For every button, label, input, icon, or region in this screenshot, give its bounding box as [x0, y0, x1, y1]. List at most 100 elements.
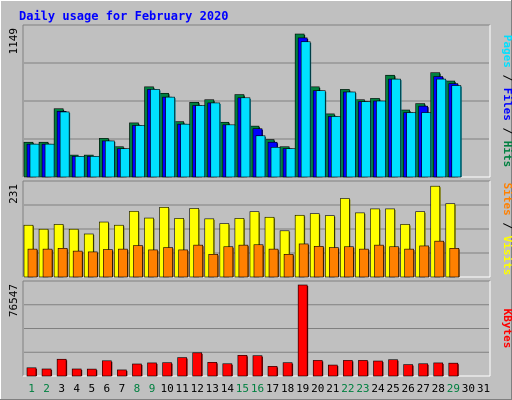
bar-pages-day-15: [240, 97, 251, 178]
x-tick-label-7: 7: [119, 382, 126, 395]
bar-kbytes-day-16: [252, 355, 263, 377]
bar-sites-day-10: [163, 247, 173, 278]
bar-kbytes-day-7: [117, 369, 127, 377]
bar-pages-day-18: [285, 148, 296, 178]
x-tick-label-19: 19: [296, 382, 309, 395]
chart-panel-3: 76547 KBytes: [7, 280, 512, 377]
bar-pages-day-3: [59, 111, 70, 178]
bar-kbytes-day-19: [297, 284, 308, 377]
bar-sites-day-7: [118, 248, 128, 278]
x-tick-label-23: 23: [356, 382, 369, 395]
bar-sites-day-19: [298, 243, 309, 278]
bar-kbytes-day-25: [388, 359, 398, 377]
legend-1: Pages / Files / Hits: [501, 35, 512, 168]
bar-pages-day-2: [44, 143, 55, 178]
bar-kbytes-day-15: [237, 355, 248, 377]
bar-pages-day-20: [315, 90, 326, 178]
bar-sites-day-6: [103, 249, 113, 278]
legend-3: KBytes: [501, 309, 512, 349]
bar-pages-day-23: [361, 101, 371, 178]
bar-kbytes-day-4: [71, 368, 82, 377]
bar-pages-day-16: [255, 135, 266, 178]
legend-entry-visits: Visits: [501, 236, 512, 276]
bar-pages-day-14: [225, 124, 236, 178]
bar-pages-day-6: [105, 140, 115, 178]
bar-pages-day-28: [436, 78, 447, 178]
bar-pages-day-26: [406, 112, 416, 178]
bar-sites-day-25: [389, 246, 399, 278]
bar-pages-day-12: [195, 105, 206, 178]
x-tick-label-29: 29: [447, 382, 460, 395]
x-tick-label-25: 25: [386, 382, 399, 395]
bar-sites-day-9: [148, 249, 158, 278]
bar-kbytes-day-11: [177, 357, 187, 377]
x-tick-label-31: 31: [477, 382, 490, 395]
bar-kbytes-day-5: [86, 368, 97, 377]
bar-kbytes-day-17: [267, 366, 278, 377]
bar-sites-day-16: [253, 244, 264, 278]
bar-kbytes-day-22: [343, 360, 353, 377]
chart-panel-2: 231 Sites / Visits: [7, 180, 512, 278]
x-tick-label-6: 6: [104, 382, 111, 395]
x-tick-label-27: 27: [417, 382, 430, 395]
bar-pages-day-11: [180, 123, 190, 178]
bar-kbytes-day-28: [433, 362, 444, 377]
bar-sites-day-12: [193, 244, 204, 278]
y-max-label: 231: [7, 184, 20, 204]
x-tick-label-17: 17: [266, 382, 279, 395]
x-tick-label-1: 1: [28, 382, 35, 395]
bar-kbytes-day-14: [222, 363, 233, 377]
legend-entry-pages: Pages: [501, 35, 512, 68]
bar-kbytes-day-10: [162, 362, 172, 377]
x-tick-label-12: 12: [191, 382, 204, 395]
bar-kbytes-day-1: [26, 367, 37, 377]
bar-kbytes-day-9: [147, 362, 157, 377]
bar-kbytes-day-3: [56, 358, 67, 377]
x-tick-label-3: 3: [58, 382, 65, 395]
legend-separator: /: [501, 216, 512, 236]
bar-sites-day-27: [419, 245, 429, 278]
bar-sites-day-21: [328, 247, 339, 278]
bar-pages-day-5: [89, 156, 100, 178]
x-tick-label-10: 10: [160, 382, 173, 395]
bar-sites-day-5: [87, 251, 98, 278]
bar-kbytes-day-26: [403, 364, 413, 377]
bar-pages-day-8: [135, 125, 145, 178]
bar-pages-day-27: [421, 112, 431, 178]
x-tick-label-11: 11: [176, 382, 189, 395]
x-tick-label-13: 13: [206, 382, 219, 395]
bar-kbytes-day-2: [41, 368, 52, 377]
bar-kbytes-day-20: [312, 360, 323, 377]
x-tick-label-14: 14: [221, 382, 235, 395]
bar-sites-day-22: [344, 246, 354, 278]
x-tick-label-16: 16: [251, 382, 264, 395]
bar-sites-day-1: [27, 248, 38, 278]
bar-kbytes-day-24: [373, 360, 383, 377]
x-tick-label-20: 20: [311, 382, 324, 395]
legend-entry-kbytes: KBytes: [501, 309, 512, 349]
bar-kbytes-day-27: [418, 363, 428, 377]
x-tick-label-26: 26: [402, 382, 415, 395]
bar-sites-day-4: [72, 250, 83, 278]
x-tick-label-21: 21: [326, 382, 339, 395]
bar-sites-day-13: [208, 253, 219, 278]
bar-kbytes-day-29: [448, 362, 459, 377]
bar-sites-day-11: [178, 249, 188, 278]
bar-sites-day-28: [434, 240, 445, 278]
bar-pages-day-22: [346, 91, 356, 178]
chart-panel-1: 1149 Pages / Files / Hits: [7, 24, 512, 178]
bar-pages-day-19: [300, 41, 311, 178]
bar-sites-day-29: [449, 248, 460, 278]
bar-pages-day-17: [270, 147, 281, 178]
bar-kbytes-day-12: [192, 352, 203, 377]
bar-sites-day-26: [404, 248, 414, 278]
bar-kbytes-day-8: [132, 363, 142, 377]
x-tick-label-22: 22: [341, 382, 354, 395]
x-tick-label-8: 8: [134, 382, 141, 395]
x-tick-label-15: 15: [236, 382, 249, 395]
x-tick-label-9: 9: [149, 382, 156, 395]
x-tick-label-24: 24: [371, 382, 385, 395]
x-tick-label-2: 2: [43, 382, 50, 395]
